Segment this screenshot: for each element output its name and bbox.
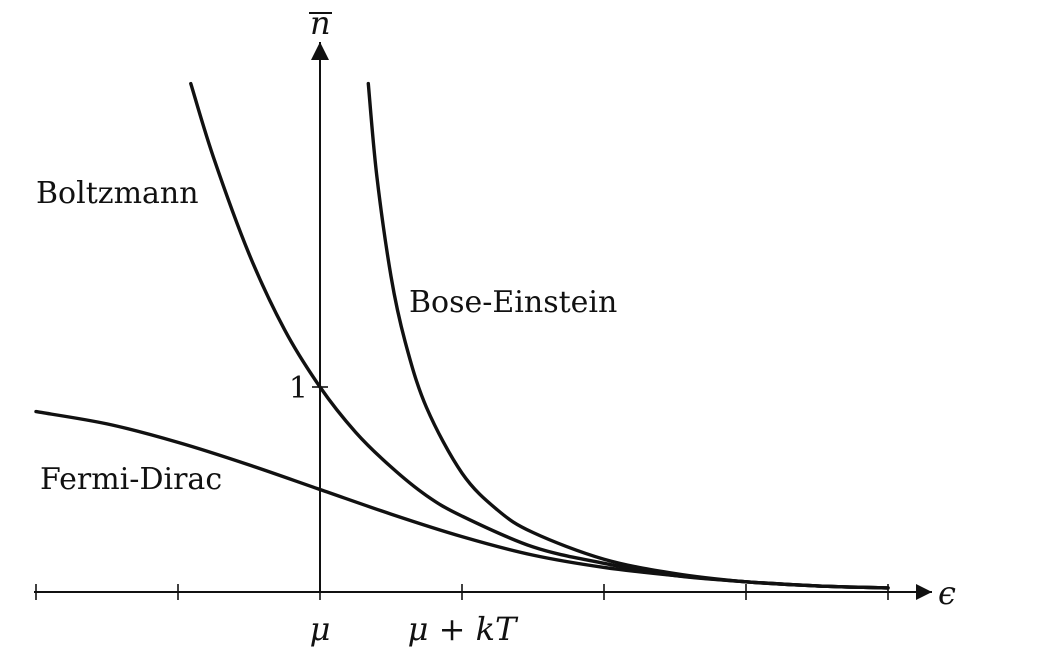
axes [34, 42, 932, 600]
axis-labels: ϵ n [309, 4, 956, 612]
fermi-dirac-label: Fermi-Dirac [40, 462, 222, 497]
boltzmann-label: Boltzmann [36, 176, 199, 211]
x-tick-label: μ + kT [408, 610, 519, 648]
x-axis-label: ϵ [938, 574, 956, 612]
y-axis-label-group: n [309, 4, 332, 42]
y-axis-label: n [310, 4, 331, 42]
x-ticks: μ μ + kT [35, 584, 889, 648]
labels: Boltzmann Bose-Einstein Fermi-Dirac [36, 176, 617, 497]
curves [34, 81, 890, 590]
x-tick-label: μ [310, 610, 331, 648]
y-tick-label: 1 [289, 371, 308, 406]
bose-einstein-curve [366, 81, 890, 590]
boltzmann-curve [189, 81, 890, 590]
bose-einstein-label: Bose-Einstein [409, 285, 617, 320]
fermi-dirac-curve [34, 409, 890, 590]
